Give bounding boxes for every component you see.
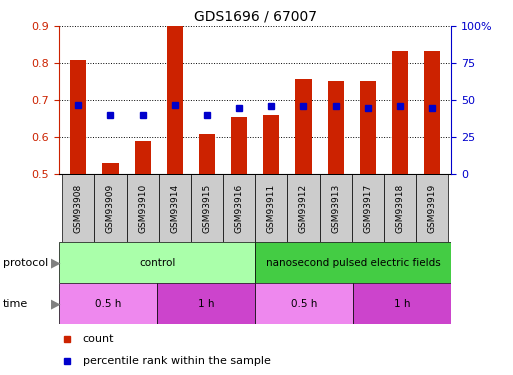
Bar: [424, 51, 440, 174]
Bar: [199, 134, 215, 174]
Bar: [223, 174, 255, 242]
Text: GSM93919: GSM93919: [428, 183, 437, 233]
Bar: [416, 174, 448, 242]
Bar: [353, 283, 451, 324]
Text: GSM93915: GSM93915: [203, 183, 211, 233]
Text: GSM93918: GSM93918: [396, 183, 404, 233]
Bar: [287, 174, 320, 242]
Bar: [103, 163, 119, 174]
Text: control: control: [139, 258, 175, 267]
Bar: [255, 242, 451, 283]
Text: GSM93916: GSM93916: [234, 183, 244, 233]
Text: count: count: [83, 333, 114, 344]
Text: GSM93908: GSM93908: [74, 183, 83, 233]
Bar: [70, 60, 86, 174]
Bar: [255, 283, 353, 324]
Text: GSM93909: GSM93909: [106, 183, 115, 233]
Text: 1 h: 1 h: [394, 299, 410, 309]
Bar: [134, 141, 151, 174]
Bar: [352, 174, 384, 242]
Bar: [263, 115, 280, 174]
Text: 1 h: 1 h: [198, 299, 214, 309]
Bar: [191, 174, 223, 242]
Text: GSM93913: GSM93913: [331, 183, 340, 233]
Bar: [62, 174, 94, 242]
Bar: [231, 117, 247, 174]
Bar: [360, 81, 376, 174]
Bar: [320, 174, 352, 242]
Bar: [127, 174, 159, 242]
Bar: [59, 242, 255, 283]
Text: ▶: ▶: [51, 256, 61, 269]
Text: time: time: [3, 299, 28, 309]
Bar: [94, 174, 127, 242]
Bar: [384, 174, 416, 242]
Text: 0.5 h: 0.5 h: [291, 299, 318, 309]
Title: GDS1696 / 67007: GDS1696 / 67007: [194, 10, 317, 24]
Text: 0.5 h: 0.5 h: [95, 299, 121, 309]
Text: percentile rank within the sample: percentile rank within the sample: [83, 356, 270, 366]
Bar: [255, 174, 287, 242]
Bar: [167, 26, 183, 174]
Text: GSM93914: GSM93914: [170, 184, 180, 232]
Text: nanosecond pulsed electric fields: nanosecond pulsed electric fields: [266, 258, 441, 267]
Text: ▶: ▶: [51, 297, 61, 310]
Bar: [392, 51, 408, 174]
Bar: [328, 81, 344, 174]
Text: GSM93912: GSM93912: [299, 184, 308, 232]
Bar: [157, 283, 255, 324]
Text: protocol: protocol: [3, 258, 48, 267]
Text: GSM93910: GSM93910: [138, 183, 147, 233]
Bar: [295, 79, 311, 174]
Text: GSM93911: GSM93911: [267, 183, 276, 233]
Bar: [159, 174, 191, 242]
Bar: [59, 283, 157, 324]
Text: GSM93917: GSM93917: [363, 183, 372, 233]
